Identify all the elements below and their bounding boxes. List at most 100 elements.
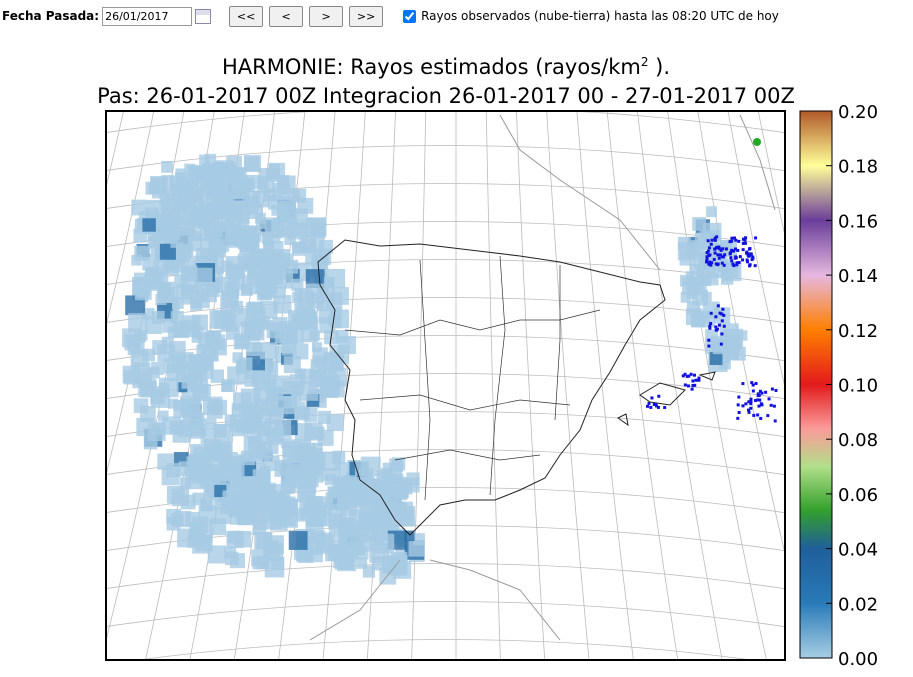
- next-button[interactable]: >: [309, 5, 344, 27]
- prev-button[interactable]: <: [269, 5, 304, 27]
- lightning-cell: [296, 468, 308, 480]
- lightning-cell: [206, 443, 224, 461]
- lightning-cell: [272, 317, 288, 333]
- lightning-cell: [142, 254, 159, 271]
- lightning-cell: [292, 439, 312, 459]
- lightning-cell: [310, 233, 324, 247]
- lightning-cell: [224, 490, 243, 510]
- lightning-cell: [136, 286, 148, 298]
- lightning-cell: [263, 455, 280, 472]
- lightning-cell: [385, 497, 402, 513]
- lightning-cell: [687, 276, 707, 296]
- calendar-icon[interactable]: [195, 8, 212, 24]
- lightning-cell: [382, 561, 396, 574]
- lightning-cell: [310, 359, 327, 375]
- lightning-strike: [754, 381, 758, 385]
- lightning-cell: [255, 500, 267, 512]
- lightning-cell: [228, 288, 240, 299]
- lightning-cell: [202, 398, 220, 416]
- lightning-cell: [696, 265, 710, 278]
- lightning-cell: [352, 477, 369, 493]
- lightning-cell: [321, 468, 335, 481]
- lightning-strike: [749, 400, 753, 404]
- first-button[interactable]: <<: [229, 5, 264, 27]
- lightning-cell: [249, 425, 270, 446]
- lightning-cell: [337, 522, 351, 536]
- lightning-cell: [699, 253, 715, 269]
- lightning-cell: [695, 219, 710, 234]
- lightning-cell: [267, 489, 278, 501]
- lightning-cell: [127, 338, 145, 355]
- lightning-cell: [305, 311, 318, 324]
- lightning-cell: [180, 260, 198, 278]
- lightning-cell: [218, 202, 235, 220]
- lightning-cell: [214, 484, 227, 498]
- lightning-cell: [208, 240, 226, 258]
- lightning-cell: [196, 344, 207, 356]
- map-area: [106, 111, 785, 660]
- lightning-cell: [293, 445, 311, 463]
- lightning-cell: [395, 505, 416, 526]
- lightning-cell: [225, 256, 246, 276]
- lightning-cell: [247, 487, 267, 507]
- lightning-cell: [205, 175, 217, 187]
- lightning-strike: [745, 258, 749, 262]
- lightning-strike: [769, 403, 773, 407]
- lightning-cell: [240, 321, 261, 342]
- lightning-cell: [168, 242, 188, 262]
- lightning-strike: [749, 252, 753, 256]
- last-button[interactable]: >>: [349, 5, 384, 27]
- lightning-strike: [646, 404, 650, 408]
- lightning-cell: [332, 477, 352, 497]
- lightning-cell: [220, 276, 240, 296]
- lightning-cell: [201, 207, 215, 221]
- lightning-cell: [328, 513, 343, 528]
- lightning-cell: [297, 547, 314, 563]
- lightning-cell: [244, 374, 258, 387]
- lightning-cell: [219, 199, 233, 214]
- lightning-cell: [244, 156, 260, 172]
- lightning-cell: [193, 384, 211, 402]
- date-input[interactable]: [102, 6, 193, 26]
- lightning-cell: [269, 386, 284, 401]
- lightning-strike: [720, 319, 724, 323]
- lightning-cell: [718, 339, 735, 356]
- graticule: [189, 111, 276, 660]
- lightning-cell: [258, 178, 269, 190]
- lightning-cell: [338, 532, 358, 552]
- lightning-cell: [728, 349, 740, 361]
- lightning-cell: [295, 507, 310, 522]
- lightning-cell: [698, 255, 717, 274]
- lightning-cell: [341, 482, 353, 494]
- lightning-cell: [321, 374, 335, 388]
- lightning-cell: [194, 206, 214, 226]
- lightning-strike: [716, 253, 720, 257]
- lightning-cell: [338, 516, 351, 530]
- lightning-cell: [167, 398, 179, 409]
- lightning-cell: [314, 273, 327, 285]
- lightning-cell: [236, 359, 251, 375]
- lightning-cell: [231, 168, 247, 184]
- lightning-cell: [347, 460, 361, 474]
- lightning-strike: [737, 395, 741, 399]
- lightning-cell: [177, 425, 189, 437]
- lightning-cell: [166, 363, 185, 382]
- lightning-strike: [741, 241, 745, 245]
- graticule: [697, 111, 785, 556]
- lightning-strike: [753, 264, 757, 268]
- lightning-cell: [309, 369, 328, 388]
- lightning-cell: [263, 188, 276, 202]
- observed-checkbox[interactable]: [403, 9, 417, 23]
- lightning-cell: [726, 334, 742, 350]
- lightning-cell: [334, 551, 354, 570]
- lightning-cell: [689, 264, 700, 275]
- lightning-cell: [191, 215, 204, 227]
- lightning-cell: [264, 557, 285, 578]
- lightning-cell: [239, 459, 254, 474]
- lightning-cell: [277, 199, 296, 218]
- lightning-cell: [332, 450, 346, 464]
- lightning-cell: [313, 355, 326, 368]
- lightning-strike: [749, 397, 753, 401]
- lightning-cell: [269, 427, 285, 443]
- lightning-cell: [310, 260, 328, 278]
